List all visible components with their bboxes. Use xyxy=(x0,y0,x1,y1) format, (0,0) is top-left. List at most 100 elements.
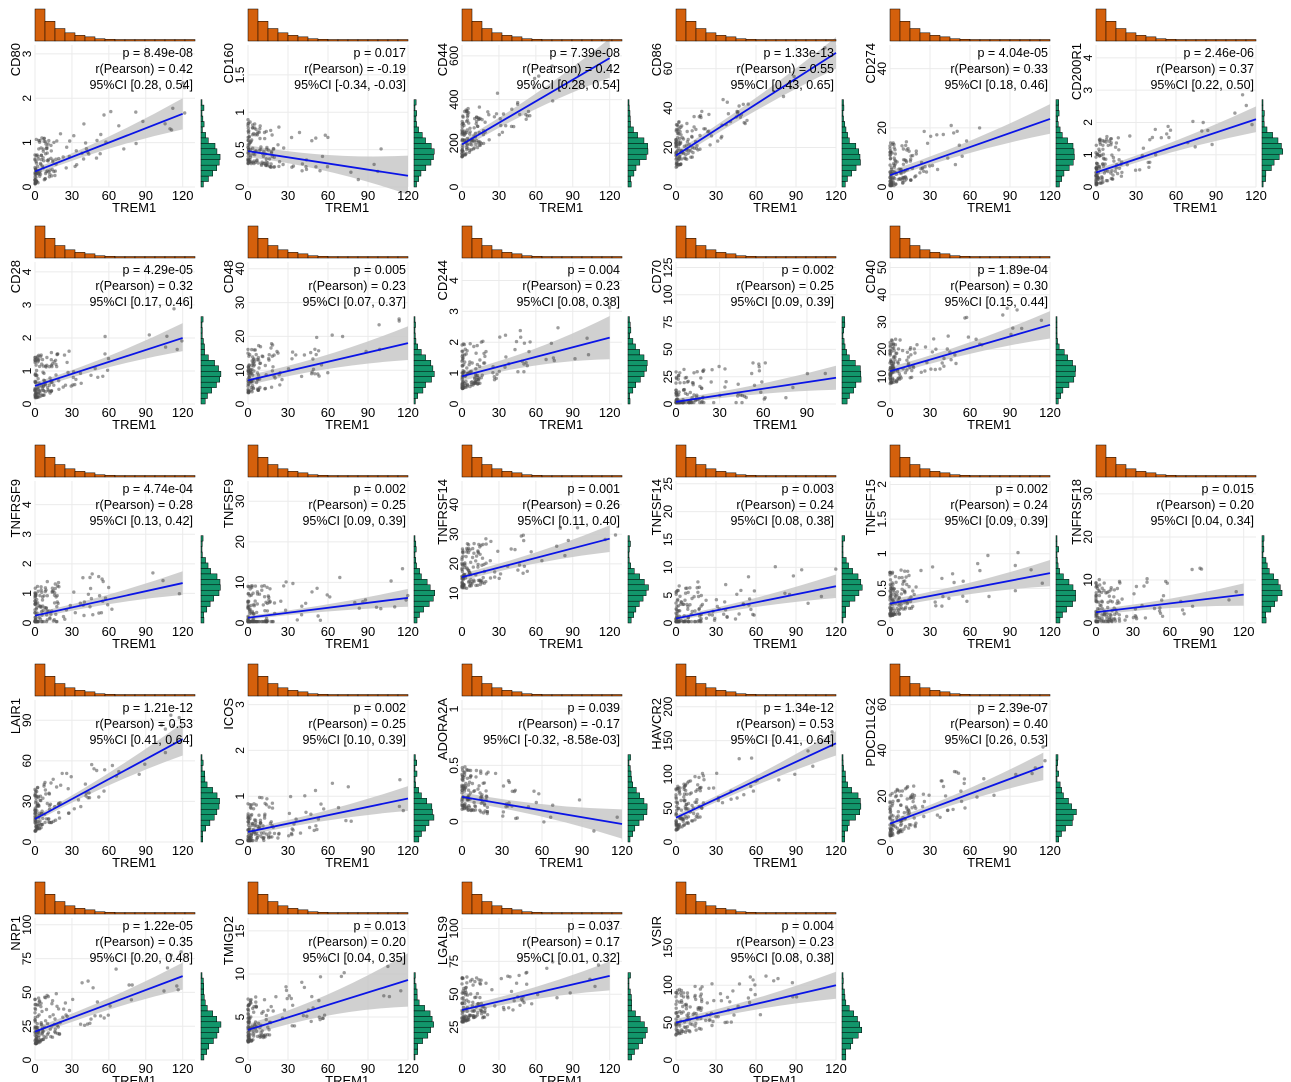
histogram-bar xyxy=(413,568,420,575)
scatter-point xyxy=(56,1025,60,1029)
histogram-bar xyxy=(825,256,837,259)
scatter-point xyxy=(54,157,58,161)
scatter-point xyxy=(1153,127,1158,132)
scatter-point xyxy=(246,368,250,372)
y-tick-label: 30 xyxy=(875,315,889,329)
stat-annotation: 95%CI [0.07, 0.37] xyxy=(302,295,406,309)
scatter-point xyxy=(1164,579,1168,584)
x-tick-label: 120 xyxy=(172,188,194,203)
histogram-bar xyxy=(841,126,847,133)
histogram-bar xyxy=(949,474,961,478)
side-histogram xyxy=(413,535,435,624)
histogram-bar xyxy=(611,39,623,42)
scatter-point xyxy=(264,157,268,161)
y-tick-label: 400 xyxy=(447,89,461,109)
scatter-point xyxy=(270,354,274,358)
scatter-point xyxy=(513,547,517,552)
histogram-bar xyxy=(327,475,339,478)
scatter-point xyxy=(298,831,303,835)
scatter-point xyxy=(34,819,38,823)
histogram-bar xyxy=(200,814,215,821)
histogram-bar xyxy=(841,546,844,553)
y-tick-label: 15 xyxy=(661,532,675,546)
scatter-point xyxy=(1142,584,1146,588)
scatter-point xyxy=(525,982,529,986)
scatter-point xyxy=(1234,590,1238,594)
histogram-bar xyxy=(413,972,416,979)
y-tick-label: 25 xyxy=(661,477,675,491)
scatter-point xyxy=(474,995,478,999)
scatter-point xyxy=(493,570,497,574)
scatter-point xyxy=(253,599,257,603)
stat-annotation: 95%CI [0.13, 0.42] xyxy=(89,514,193,528)
scatter-point xyxy=(1159,136,1164,140)
y-tick-label: 0 xyxy=(447,818,461,825)
x-tick-label: 60 xyxy=(963,624,977,639)
scatter-point xyxy=(300,169,304,173)
histogram-bar xyxy=(154,475,166,478)
histogram-bar xyxy=(1261,568,1270,575)
scatter-point xyxy=(521,571,525,575)
histogram-bar xyxy=(1261,175,1266,182)
histogram-bar xyxy=(1115,464,1127,478)
histogram-bar xyxy=(775,694,787,697)
histogram-bar xyxy=(44,676,56,697)
scatter-point xyxy=(34,363,38,367)
scatter-point xyxy=(342,971,346,975)
scatter-point xyxy=(168,127,172,131)
scatter-point xyxy=(91,613,95,617)
scatter-point xyxy=(674,793,678,797)
scatter-point xyxy=(474,775,478,779)
scatter-point xyxy=(49,781,53,785)
scatter-point xyxy=(325,593,329,597)
scatter-point xyxy=(72,590,76,594)
scatter-point xyxy=(683,598,687,602)
scatter-point xyxy=(318,169,322,173)
scatter-point xyxy=(82,1023,87,1027)
scatter-point xyxy=(1182,612,1186,616)
scatter-point xyxy=(702,778,706,782)
scatter-point xyxy=(891,598,895,603)
scatter-point xyxy=(896,810,900,814)
histogram-bar xyxy=(413,535,416,542)
scatter-point xyxy=(278,383,282,387)
scatter-point xyxy=(1112,595,1116,599)
scatter-point xyxy=(1111,155,1116,160)
scatter-point xyxy=(68,603,73,608)
scatter-point xyxy=(42,1034,46,1039)
scatter-point xyxy=(478,364,482,369)
regression-line xyxy=(675,585,837,620)
y-tick-label: 10 xyxy=(1081,573,1095,587)
histogram-bar xyxy=(1055,387,1064,394)
scatter-point xyxy=(497,369,501,374)
scatter-point xyxy=(677,120,681,125)
histogram-bar xyxy=(591,475,603,478)
scatter-point xyxy=(462,133,466,137)
scatter-point xyxy=(1133,168,1138,172)
histogram-bar xyxy=(200,579,221,586)
scatter-point xyxy=(904,805,909,809)
top-histogram xyxy=(34,881,196,915)
scatter-point xyxy=(397,319,401,323)
y-axis-label: LAIR1 xyxy=(8,698,23,734)
scatter-point xyxy=(700,602,705,607)
scatter-point xyxy=(33,1002,37,1007)
histogram-bar xyxy=(200,327,203,334)
scatter-point xyxy=(709,380,713,384)
histogram-bar xyxy=(297,909,309,915)
scatter-point xyxy=(1113,145,1118,149)
histogram-bar xyxy=(695,245,707,259)
scatter-point xyxy=(1096,607,1100,611)
scatter-point xyxy=(1106,600,1110,604)
histogram-bar xyxy=(1055,770,1059,777)
x-tick-label: 120 xyxy=(599,405,621,420)
scatter-point xyxy=(712,400,716,405)
scatter-point xyxy=(907,811,912,815)
scatter-point xyxy=(506,974,510,978)
histogram-bar xyxy=(471,21,483,42)
x-tick-label: 60 xyxy=(321,1061,335,1076)
regression-line xyxy=(461,796,623,825)
y-tick-label: 2 xyxy=(20,560,34,567)
scatter-point xyxy=(894,580,898,584)
